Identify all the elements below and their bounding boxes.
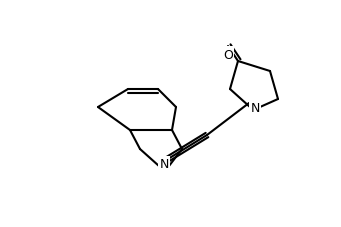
Text: N: N bbox=[250, 101, 260, 114]
Text: O: O bbox=[223, 48, 233, 61]
Text: N: N bbox=[159, 158, 169, 171]
